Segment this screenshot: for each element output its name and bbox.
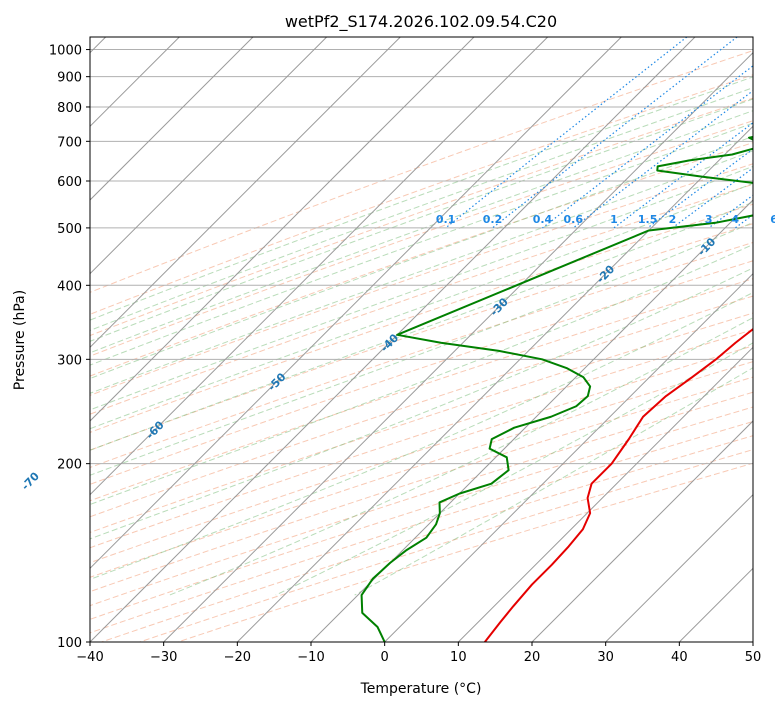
dry-adiabat-line	[90, 406, 753, 620]
mixing-ratio-label: 0.6	[564, 213, 584, 226]
mixing-ratio-label: 0.2	[483, 213, 503, 226]
isotherm-line	[163, 51, 753, 642]
y-tick-label: 600	[57, 175, 82, 190]
dry-adiabat-line	[90, 183, 753, 415]
x-tick-label: −30	[150, 650, 177, 665]
mixing-ratio-label: 1.5	[638, 213, 658, 226]
moist-adiabat-line	[90, 76, 753, 321]
mixing-ratio-line	[613, 122, 753, 229]
x-tick-label: 50	[745, 650, 762, 665]
plot-frame	[89, 36, 754, 643]
y-tick-label: 900	[57, 71, 82, 86]
mixing-ratio-line	[672, 167, 753, 229]
x-tick-label: 30	[597, 650, 614, 665]
moist-adiabat-line	[90, 243, 753, 506]
x-tick-label: −40	[76, 650, 103, 665]
axes: −40 −30 −20 −10 0 10 20 30 40 50 100 200 300 400 500 60…	[49, 44, 761, 665]
dry-adiabat-line	[90, 312, 753, 533]
isotherm-line	[236, 125, 753, 642]
x-tick-label: −10	[297, 650, 324, 665]
moist-adiabat-line	[90, 150, 753, 394]
x-tick-label: 10	[450, 650, 467, 665]
dry-adiabat-line	[90, 420, 753, 634]
dry-adiabat-line	[90, 241, 753, 469]
moist-adiabat-line	[90, 135, 753, 380]
x-tick-label: −20	[224, 650, 251, 665]
x-axis-label: Temperature (°C)	[360, 681, 482, 697]
mixing-ratio-label: 4	[731, 213, 739, 226]
dry-adiabat-line	[90, 203, 753, 433]
dry-adiabats	[90, 50, 753, 642]
y-tick-label: 700	[57, 135, 82, 150]
moist-adiabat-line	[90, 201, 753, 451]
moist-adiabat-line	[90, 165, 753, 411]
mixing-ratio-label: 1	[610, 213, 618, 226]
moist-adiabat-line	[169, 317, 753, 596]
chart-title: wetPf2_S174.2026.102.09.54.C20	[285, 12, 557, 32]
isotherm-line	[90, 37, 328, 275]
isotherms	[90, 37, 753, 642]
isotherm-line	[531, 420, 753, 642]
y-tick-label: 200	[57, 458, 82, 473]
mixing-ratio-lines	[445, 37, 753, 229]
mixing-ratio-line	[542, 65, 753, 229]
y-tick-label: 1000	[49, 44, 82, 59]
isotherm-line	[90, 37, 549, 496]
isotherm-line	[384, 272, 753, 642]
isobars	[90, 49, 753, 642]
isotherm-line	[90, 37, 622, 570]
dry-adiabat-line	[90, 295, 753, 518]
x-tick-label: 40	[671, 650, 688, 665]
mixing-ratio-label: 0.4	[533, 213, 553, 226]
moist-adiabat-line	[275, 342, 753, 596]
dry-adiabat-line	[90, 376, 753, 593]
isotherm-line	[90, 37, 254, 201]
x-tick-label: 20	[524, 650, 541, 665]
isotherm-line	[605, 493, 753, 642]
plot-area	[90, 37, 753, 642]
y-tick-label: 400	[57, 279, 82, 294]
isotherm-line	[90, 37, 401, 349]
mixing-ratio-label: 6	[770, 213, 775, 226]
moist-adiabat-line	[90, 98, 753, 342]
y-tick-label: 500	[57, 222, 82, 237]
dewpoint-profile	[360, 135, 753, 642]
moist-adiabat-line	[354, 367, 753, 596]
mixing-ratio-label: 3	[705, 213, 713, 226]
temperature-profile	[483, 327, 753, 642]
y-tick-label: 800	[57, 101, 82, 116]
dry-adiabat-line	[90, 391, 753, 607]
moist-adiabat-line	[90, 87, 753, 332]
mixing-ratio-line	[445, 37, 688, 229]
isotherm-line	[310, 199, 753, 642]
isotherm-line	[457, 346, 753, 642]
isotherm-line	[90, 37, 475, 422]
dry-adiabat-line	[90, 120, 753, 357]
dry-adiabat-line	[90, 345, 753, 564]
y-tick-label: 300	[57, 353, 82, 368]
mixing-ratio-label: 0.1	[436, 213, 456, 226]
isotherm-line	[90, 37, 696, 642]
dry-adiabat-line	[138, 449, 753, 642]
y-tick-label: 100	[57, 636, 82, 651]
dry-adiabat-line	[90, 142, 753, 377]
mixing-ratio-label: 2	[669, 213, 677, 226]
moist-adiabat-line	[90, 221, 753, 476]
x-tick-label: 0	[381, 650, 389, 665]
moist-adiabats	[90, 76, 753, 596]
sounding-series	[360, 135, 753, 642]
moist-adiabat-line	[90, 122, 753, 366]
y-axis-label: Pressure (hPa)	[12, 290, 28, 390]
moist-adiabat-line	[90, 182, 753, 430]
moist-adiabat-line	[90, 291, 753, 580]
moist-adiabat-line	[90, 267, 753, 540]
dry-adiabat-line	[90, 260, 753, 485]
